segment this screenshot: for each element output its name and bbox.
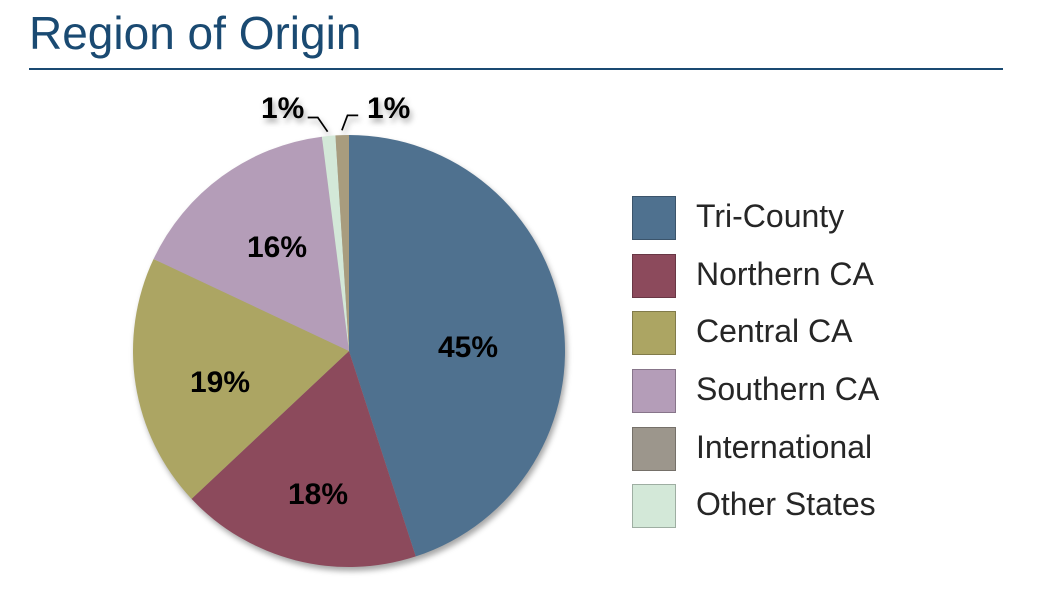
svg-text:16%: 16% <box>247 231 307 264</box>
svg-text:18%: 18% <box>288 478 348 511</box>
svg-text:45%: 45% <box>438 331 498 364</box>
svg-text:1%: 1% <box>367 92 410 125</box>
svg-text:1%: 1% <box>261 92 304 125</box>
svg-text:19%: 19% <box>190 366 250 399</box>
